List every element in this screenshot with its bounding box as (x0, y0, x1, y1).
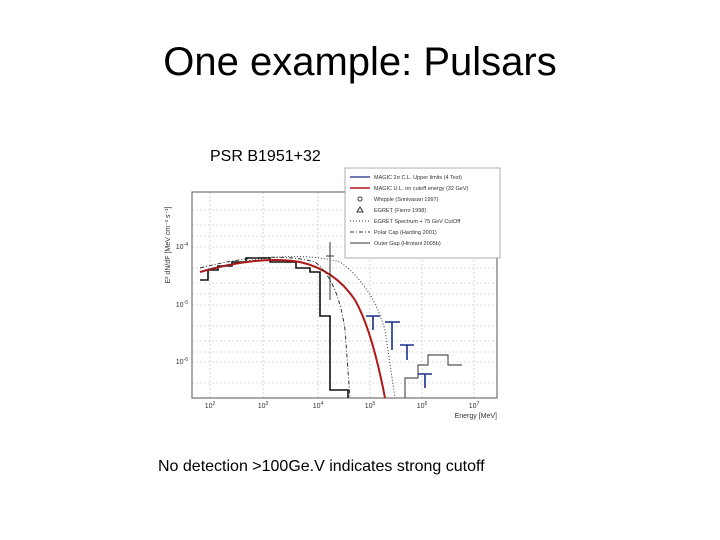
polar-cap-curve (199, 256, 351, 399)
tick-label: 10-6 (176, 357, 188, 366)
tick-base: 10 (469, 403, 477, 410)
tick-exponent: 2 (213, 401, 216, 407)
plot-frame (191, 191, 498, 399)
tick-exponent: 6 (425, 401, 428, 407)
body-text: No detection >100Ge.V indicates strong c… (158, 458, 485, 475)
legend-box (344, 167, 501, 259)
tick-base: 10 (258, 403, 266, 410)
tick-exponent: -4 (184, 242, 189, 248)
tick-label: 104 (313, 401, 324, 410)
slide-title: One example: Pulsars (163, 40, 557, 84)
tick-base: 10 (176, 302, 184, 309)
tick-label: 10-4 (176, 242, 188, 251)
tick-base: 10 (176, 359, 184, 366)
x-axis-label: Energy [MeV] (455, 413, 497, 420)
tick-label: 10-5 (176, 300, 188, 309)
legend-entry: Whipple (Srinivasan 1997) (374, 197, 439, 203)
tick-label: 105 (365, 401, 376, 410)
histogram-upper (404, 354, 462, 398)
legend-entry: Polar Cap (Harding 2001) (374, 230, 437, 236)
cutoff-curve (199, 258, 386, 399)
y-axis-label: E² dN/dF [MeV cm⁻² s⁻¹] (165, 206, 172, 283)
figure-caption: PSR B1951+32 (210, 148, 321, 165)
legend-entry: EGRET (Fierro 1998) (374, 208, 426, 214)
legend-entry: EGRET Spectrum + 75 GeV CutOff (374, 219, 461, 225)
tick-label: 102 (205, 401, 216, 410)
tick-base: 10 (365, 403, 373, 410)
whipple-limit (326, 242, 334, 300)
tick-exponent: -6 (184, 357, 189, 363)
grid (192, 192, 497, 398)
tick-base: 10 (313, 403, 321, 410)
magic-limits (366, 315, 432, 388)
tick-exponent: 4 (321, 401, 324, 407)
tick-base: 10 (205, 403, 213, 410)
legend-entry: Outer Gap (Hirotani 2005b) (374, 241, 441, 247)
tick-exponent: 5 (373, 401, 376, 407)
tick-label: 103 (258, 401, 269, 410)
legend-entry: MAGIC U.L. on cutoff energy (32 GeV) (374, 186, 469, 192)
tick-exponent: -5 (184, 300, 189, 306)
tick-base: 10 (176, 244, 184, 251)
tick-label: 106 (417, 401, 428, 410)
tick-base: 10 (417, 403, 425, 410)
histogram (200, 257, 349, 398)
tick-exponent: 3 (266, 401, 269, 407)
tick-label: 107 (469, 401, 480, 410)
legend-entry: MAGIC 2σ C.L. Upper limits (4 Test) (374, 175, 462, 181)
legend-marks (350, 176, 370, 244)
tick-exponent: 7 (477, 401, 480, 407)
